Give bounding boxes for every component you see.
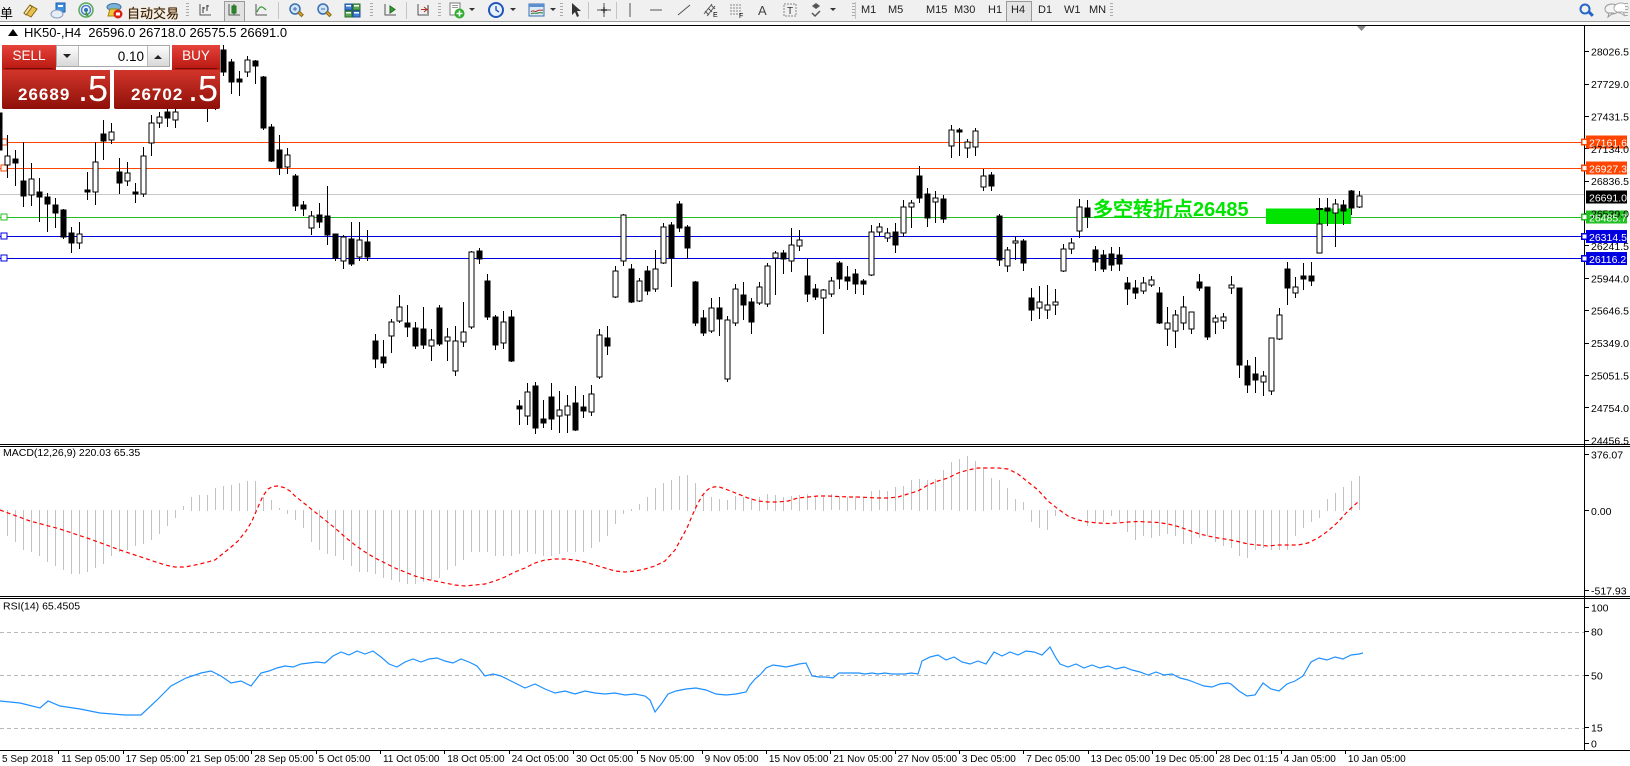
svg-text:21 Nov 05:00: 21 Nov 05:00 bbox=[833, 754, 893, 765]
svg-text:E: E bbox=[713, 12, 718, 19]
svg-text:25051.5: 25051.5 bbox=[1591, 371, 1629, 383]
svg-text:80: 80 bbox=[1591, 627, 1603, 639]
svg-text:13 Dec 05:00: 13 Dec 05:00 bbox=[1091, 754, 1151, 765]
svg-text:19 Dec 05:00: 19 Dec 05:00 bbox=[1155, 754, 1215, 765]
svg-text:MACD(12,26,9) 220.03 65.35: MACD(12,26,9) 220.03 65.35 bbox=[3, 447, 140, 459]
svg-text:11 Oct 05:00: 11 Oct 05:00 bbox=[383, 754, 440, 765]
svg-text:26539.0: 26539.0 bbox=[1591, 209, 1629, 221]
svg-text:15: 15 bbox=[1591, 723, 1603, 735]
svg-text:-517.93: -517.93 bbox=[1591, 586, 1627, 598]
svg-text:26241.5: 26241.5 bbox=[1591, 241, 1629, 253]
svg-text:100: 100 bbox=[1591, 603, 1609, 615]
svg-text:28 Sep 05:00: 28 Sep 05:00 bbox=[254, 754, 314, 765]
svg-text:26691.0: 26691.0 bbox=[1589, 193, 1627, 205]
svg-text:25349.0: 25349.0 bbox=[1591, 338, 1629, 350]
svg-text:26927.3: 26927.3 bbox=[1589, 164, 1627, 176]
svg-text:27431.5: 27431.5 bbox=[1591, 111, 1629, 123]
svg-text:376.07: 376.07 bbox=[1591, 450, 1623, 462]
svg-text:RSI(14) 65.4505: RSI(14) 65.4505 bbox=[3, 601, 80, 613]
svg-text:T: T bbox=[787, 6, 793, 17]
svg-text:18 Oct 05:00: 18 Oct 05:00 bbox=[447, 754, 505, 765]
svg-text:26836.5: 26836.5 bbox=[1591, 176, 1629, 188]
svg-text:24456.5: 24456.5 bbox=[1591, 435, 1629, 447]
svg-text:25944.0: 25944.0 bbox=[1591, 273, 1629, 285]
svg-text:HK50-,H4 26596.0 26718.0 2657: HK50-,H4 26596.0 26718.0 26575.5 26691.0 bbox=[24, 25, 287, 40]
svg-text:11 Sep 05:00: 11 Sep 05:00 bbox=[61, 754, 120, 765]
svg-text:5 Nov 05:00: 5 Nov 05:00 bbox=[640, 754, 694, 765]
svg-text:3 Dec 05:00: 3 Dec 05:00 bbox=[962, 754, 1016, 765]
svg-text:50: 50 bbox=[1591, 670, 1603, 682]
svg-text:9 Nov 05:00: 9 Nov 05:00 bbox=[705, 754, 759, 765]
svg-text:26314.5: 26314.5 bbox=[1589, 232, 1627, 244]
svg-text:27161.6: 27161.6 bbox=[1589, 138, 1627, 150]
svg-text:27 Nov 05:00: 27 Nov 05:00 bbox=[898, 754, 958, 765]
svg-text:25646.5: 25646.5 bbox=[1591, 306, 1629, 318]
svg-text:28026.5: 28026.5 bbox=[1591, 47, 1629, 59]
svg-text:21 Sep 05:00: 21 Sep 05:00 bbox=[190, 754, 250, 765]
svg-text:5 Sep 2018: 5 Sep 2018 bbox=[2, 754, 54, 765]
svg-text:28 Dec 01:15: 28 Dec 01:15 bbox=[1219, 754, 1279, 765]
svg-text:17 Sep 05:00: 17 Sep 05:00 bbox=[126, 754, 186, 765]
svg-text:15 Nov 05:00: 15 Nov 05:00 bbox=[769, 754, 829, 765]
svg-text:24754.0: 24754.0 bbox=[1591, 403, 1629, 415]
svg-text:27729.0: 27729.0 bbox=[1591, 79, 1629, 91]
svg-text:26116.2: 26116.2 bbox=[1589, 254, 1626, 266]
svg-text:27134.0: 27134.0 bbox=[1591, 144, 1629, 156]
svg-text:26485.7: 26485.7 bbox=[1589, 213, 1627, 225]
svg-text:7 Dec 05:00: 7 Dec 05:00 bbox=[1026, 754, 1080, 765]
svg-text:24 Oct 05:00: 24 Oct 05:00 bbox=[512, 754, 570, 765]
svg-text:F: F bbox=[739, 13, 743, 19]
svg-text:0.00: 0.00 bbox=[1591, 506, 1612, 518]
svg-text:5 Oct 05:00: 5 Oct 05:00 bbox=[319, 754, 371, 765]
svg-text:4 Jan 05:00: 4 Jan 05:00 bbox=[1284, 754, 1337, 765]
svg-text:0: 0 bbox=[1591, 739, 1597, 751]
svg-text:10 Jan 05:00: 10 Jan 05:00 bbox=[1348, 754, 1406, 765]
svg-text:30 Oct 05:00: 30 Oct 05:00 bbox=[576, 754, 634, 765]
svg-text:多空转折点26485: 多空转折点26485 bbox=[1093, 197, 1249, 221]
